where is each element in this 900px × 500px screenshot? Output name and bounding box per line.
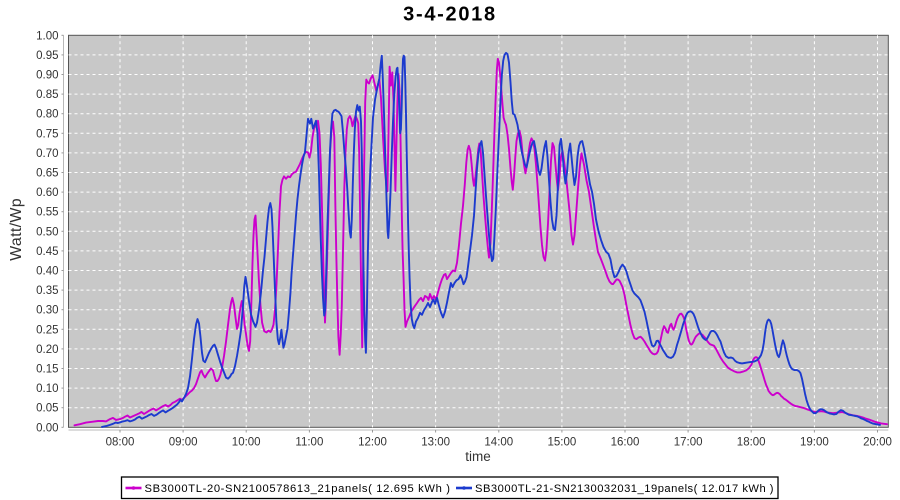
svg-text:08:00: 08:00	[106, 437, 135, 449]
svg-text:18:00: 18:00	[737, 437, 766, 449]
svg-text:0.90: 0.90	[36, 70, 58, 82]
svg-text:3-4-2018: 3-4-2018	[403, 4, 497, 26]
svg-text:13:00: 13:00	[421, 437, 450, 449]
svg-text:10:00: 10:00	[232, 437, 261, 449]
svg-text:0.25: 0.25	[36, 324, 58, 336]
svg-text:0.05: 0.05	[36, 403, 58, 415]
svg-text:0.50: 0.50	[36, 226, 58, 238]
svg-text:Watt/Wp: Watt/Wp	[8, 198, 25, 261]
svg-text:0.40: 0.40	[36, 266, 58, 278]
svg-text:0.75: 0.75	[36, 128, 58, 140]
svg-text:SB3000TL-21-SN2130032031_19pan: SB3000TL-21-SN2130032031_19panels( 12.01…	[475, 483, 774, 495]
svg-text:0.15: 0.15	[36, 364, 58, 376]
svg-text:time: time	[465, 449, 491, 464]
svg-text:19:00: 19:00	[800, 437, 829, 449]
svg-text:0.00: 0.00	[36, 422, 58, 434]
svg-text:0.45: 0.45	[36, 246, 58, 258]
svg-text:0.70: 0.70	[36, 148, 58, 160]
svg-text:1.00: 1.00	[36, 30, 58, 42]
svg-text:0.85: 0.85	[36, 89, 58, 101]
svg-text:0.35: 0.35	[36, 285, 58, 297]
svg-text:0.65: 0.65	[36, 168, 58, 180]
svg-text:17:00: 17:00	[674, 437, 703, 449]
svg-text:15:00: 15:00	[548, 437, 577, 449]
svg-text:0.60: 0.60	[36, 187, 58, 199]
svg-text:0.10: 0.10	[36, 383, 58, 395]
svg-text:16:00: 16:00	[611, 437, 640, 449]
svg-text:20:00: 20:00	[863, 437, 892, 449]
svg-text:0.80: 0.80	[36, 109, 58, 121]
svg-text:SB3000TL-20-SN2100578613_21pan: SB3000TL-20-SN2100578613_21panels( 12.69…	[145, 483, 451, 495]
svg-text:11:00: 11:00	[295, 437, 323, 449]
svg-text:12:00: 12:00	[358, 437, 387, 449]
svg-text:0.20: 0.20	[36, 344, 58, 356]
svg-text:14:00: 14:00	[484, 437, 513, 449]
svg-text:0.95: 0.95	[36, 50, 58, 62]
svg-text:0.55: 0.55	[36, 207, 58, 219]
svg-text:0.30: 0.30	[36, 305, 58, 317]
svg-text:09:00: 09:00	[169, 437, 198, 449]
